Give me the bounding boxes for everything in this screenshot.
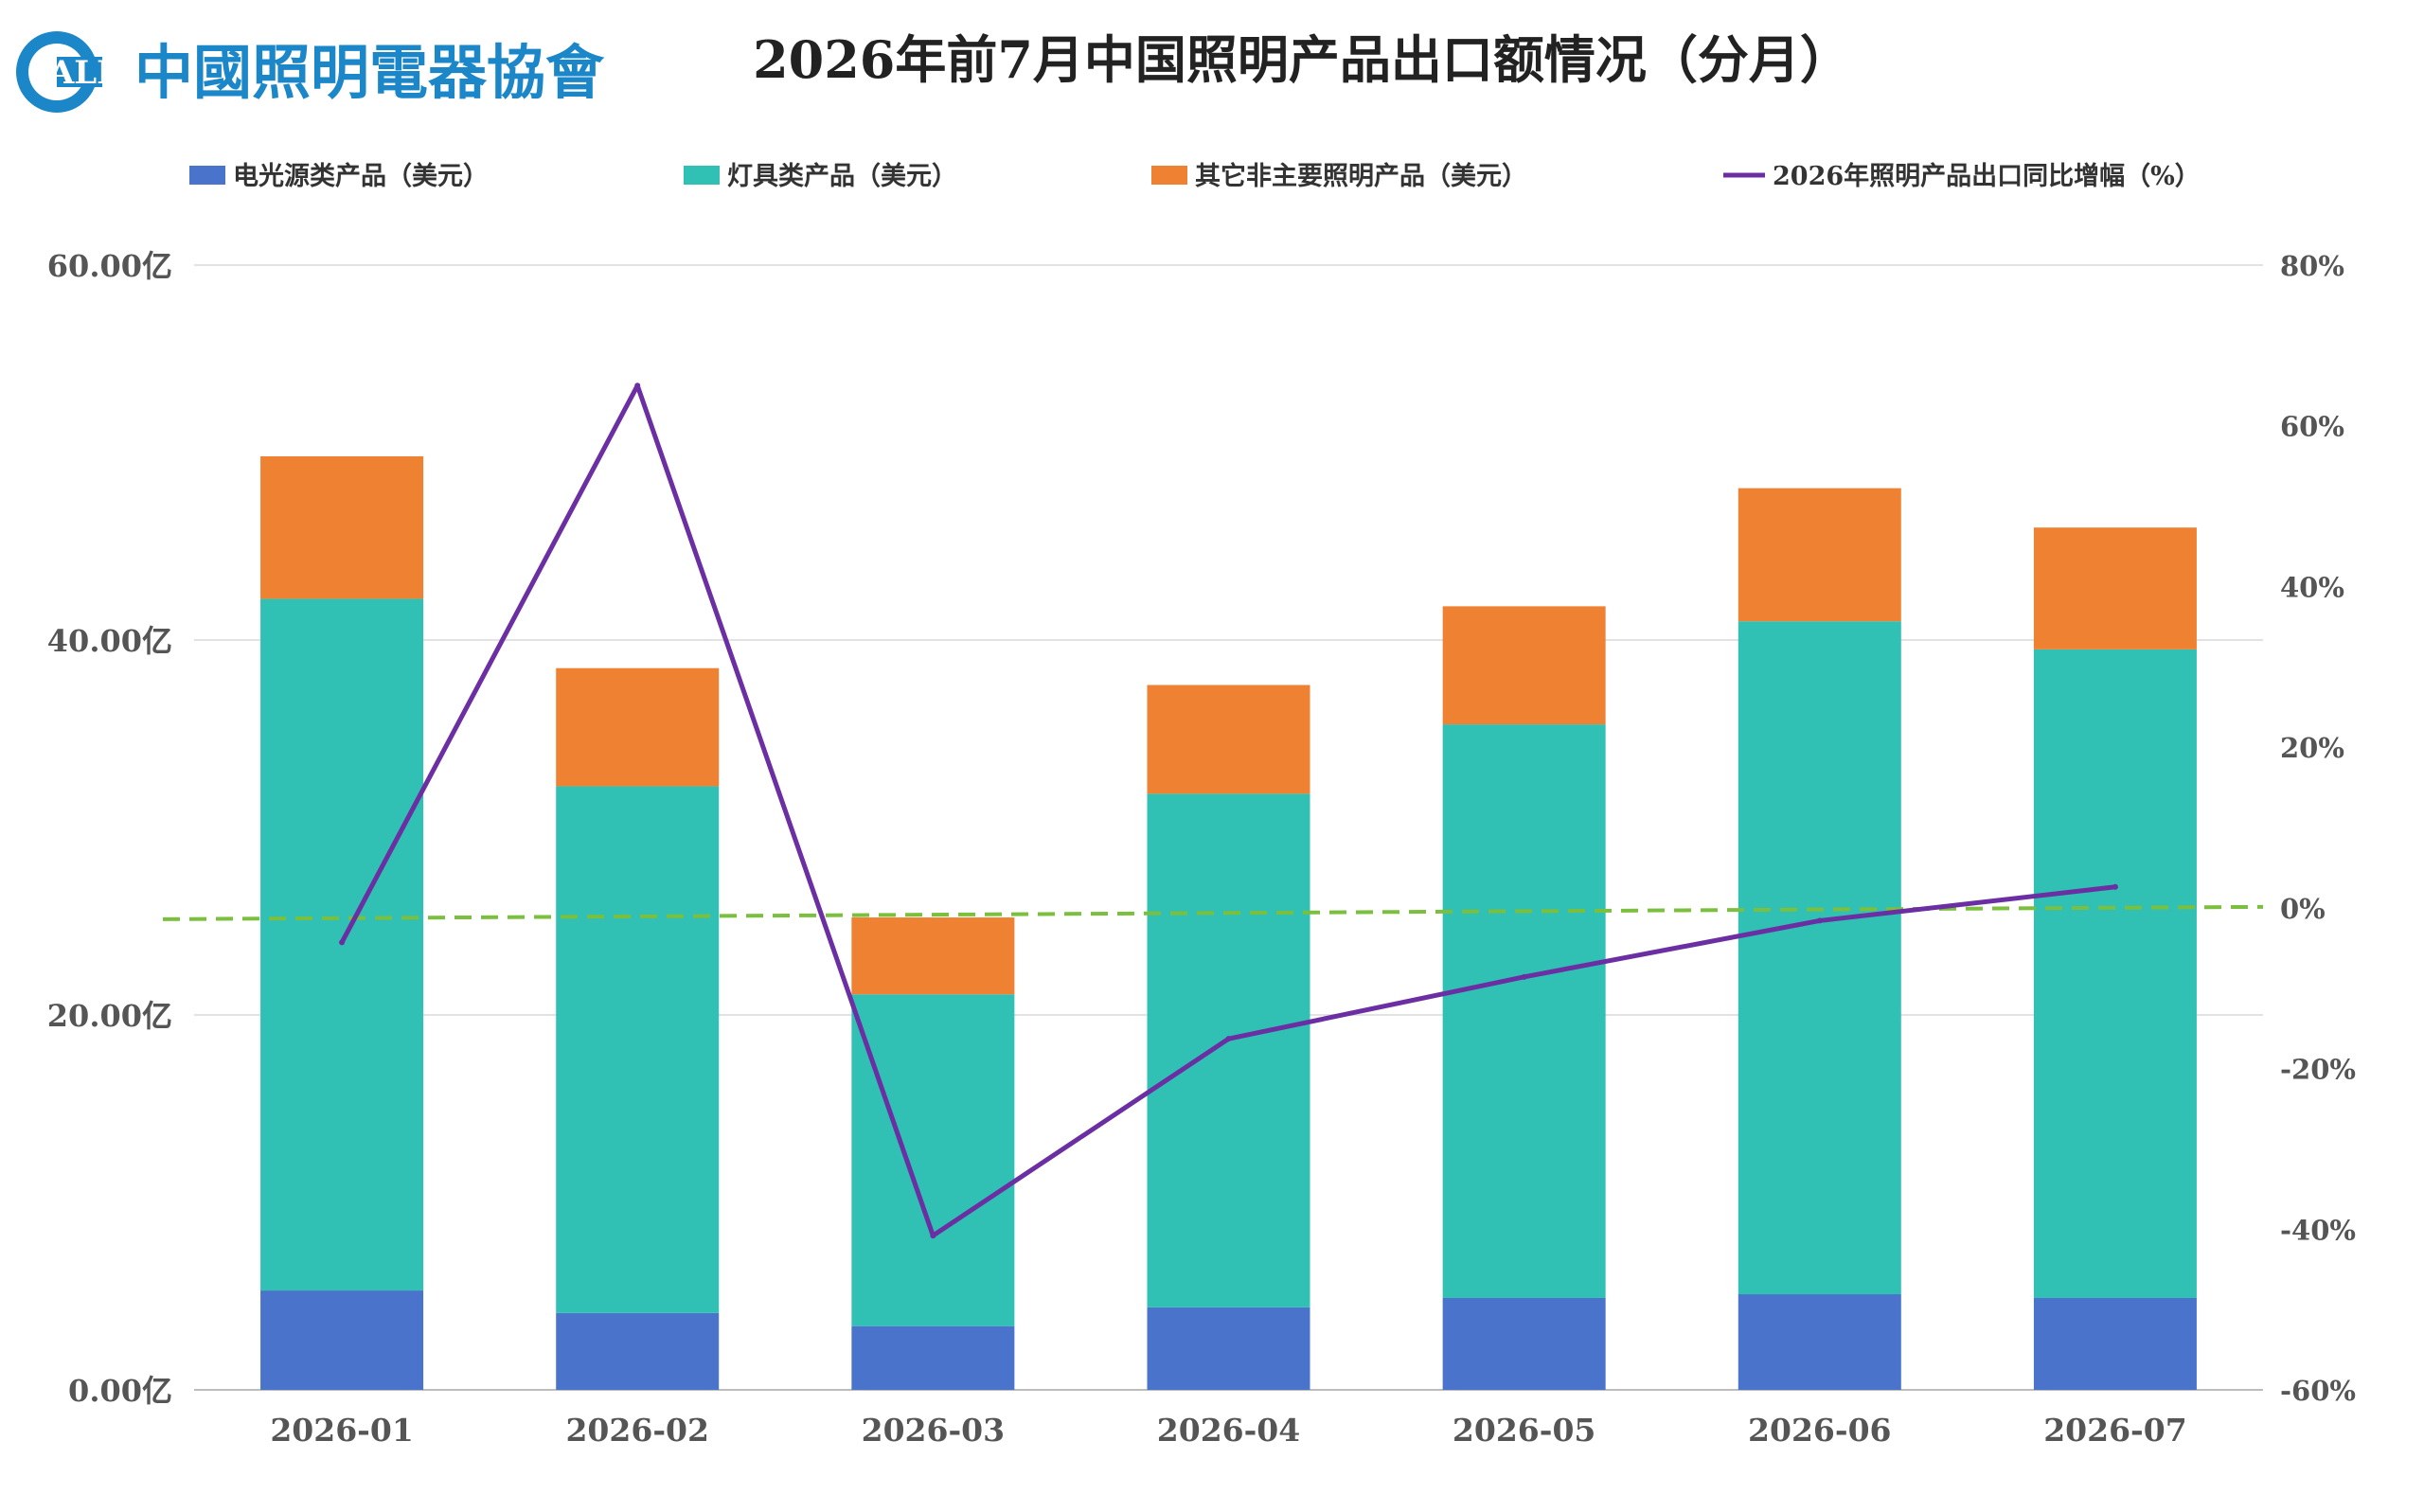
legend-light-source-label: 电光源类产品（美元） [233,161,489,191]
chart-title: 2026年前7月中国照明产品出口额情况（分月） [753,29,1851,90]
other-products-bar [1442,606,1606,725]
other-products-bar [851,917,1015,995]
right-tick-label: 0% [2280,893,2326,925]
x-tick-label: 2026-02 [565,1412,708,1449]
legend-growth-label: 2026年照明产品出口同比增幅（%） [1773,161,2201,191]
legend-other-swatch [1151,166,1187,185]
logo-wordmark: 中國照明電器協會 [134,38,605,107]
growth-point [930,1233,936,1239]
bar-group [260,455,2197,1390]
luminaire-bar [1147,793,1310,1307]
legend-light-source-swatch [189,166,225,185]
x-tick-label: 2026-05 [1453,1412,1595,1449]
right-axis: -60% -40% -20% 0% 20% 40% 60% 80% [2280,250,2356,1407]
x-axis: 2026-01 2026-02 2026-03 2026-04 2026-05 2026-… [270,1412,2186,1449]
light-source-bar [556,1312,720,1390]
light-source-bar [1442,1297,1606,1390]
growth-point [1816,917,1823,924]
left-axis: 0.00亿 20.00亿 40.00亿 60.00亿 [47,248,172,1409]
light-source-bar [2033,1297,2197,1390]
luminaire-bar [1442,724,1606,1298]
light-source-bar [1147,1307,1310,1390]
x-tick-label: 2026-01 [270,1412,413,1449]
light-source-bar [1738,1294,1901,1390]
x-tick-label: 2026-06 [1748,1412,1891,1449]
logo-band-icon [57,57,102,87]
x-tick-label: 2026-04 [1157,1412,1300,1449]
legend-other-label: 其它非主要照明产品（美元） [1195,161,1527,191]
growth-point [2112,883,2118,890]
other-products-bar [556,667,720,787]
growth-point [339,939,346,946]
luminaire-bar [1738,621,1901,1295]
other-products-bar [1147,685,1310,794]
x-tick-label: 2026-07 [2043,1412,2186,1449]
right-tick-label: 40% [2280,571,2344,603]
other-products-bar [1738,488,1901,622]
right-tick-label: -20% [2280,1054,2356,1086]
right-tick-label: 60% [2280,411,2344,443]
right-tick-label: -60% [2280,1375,2356,1407]
logo-badge-text: ALI [48,54,112,92]
legend-luminaire-label: 灯具类产品（美元） [727,161,957,191]
growth-point [1225,1036,1232,1042]
light-source-bar [260,1290,424,1390]
right-tick-label: -40% [2280,1214,2356,1246]
luminaire-bar [851,994,1015,1326]
other-products-bar [260,455,424,599]
legend-luminaire-swatch [684,166,720,185]
growth-line-group [339,382,2118,1239]
x-tick-label: 2026-03 [862,1412,1005,1449]
left-tick-label: 40.00亿 [47,623,172,659]
logo: ALI 中國照明電器協會 [16,31,605,113]
growth-point [1521,973,1527,980]
right-tick-label: 20% [2280,732,2344,764]
growth-point [634,382,641,389]
luminaire-bar [2033,649,2197,1298]
right-tick-label: 80% [2280,250,2344,282]
left-tick-label: 60.00亿 [47,248,172,284]
luminaire-bar [556,786,720,1313]
legend: 电光源类产品（美元） 灯具类产品（美元） 其它非主要照明产品（美元） 2026年照明产… [189,161,2201,191]
other-products-bar [2033,527,2197,649]
light-source-bar [851,1325,1015,1390]
left-tick-label: 20.00亿 [47,998,172,1034]
left-tick-label: 0.00亿 [68,1373,172,1409]
